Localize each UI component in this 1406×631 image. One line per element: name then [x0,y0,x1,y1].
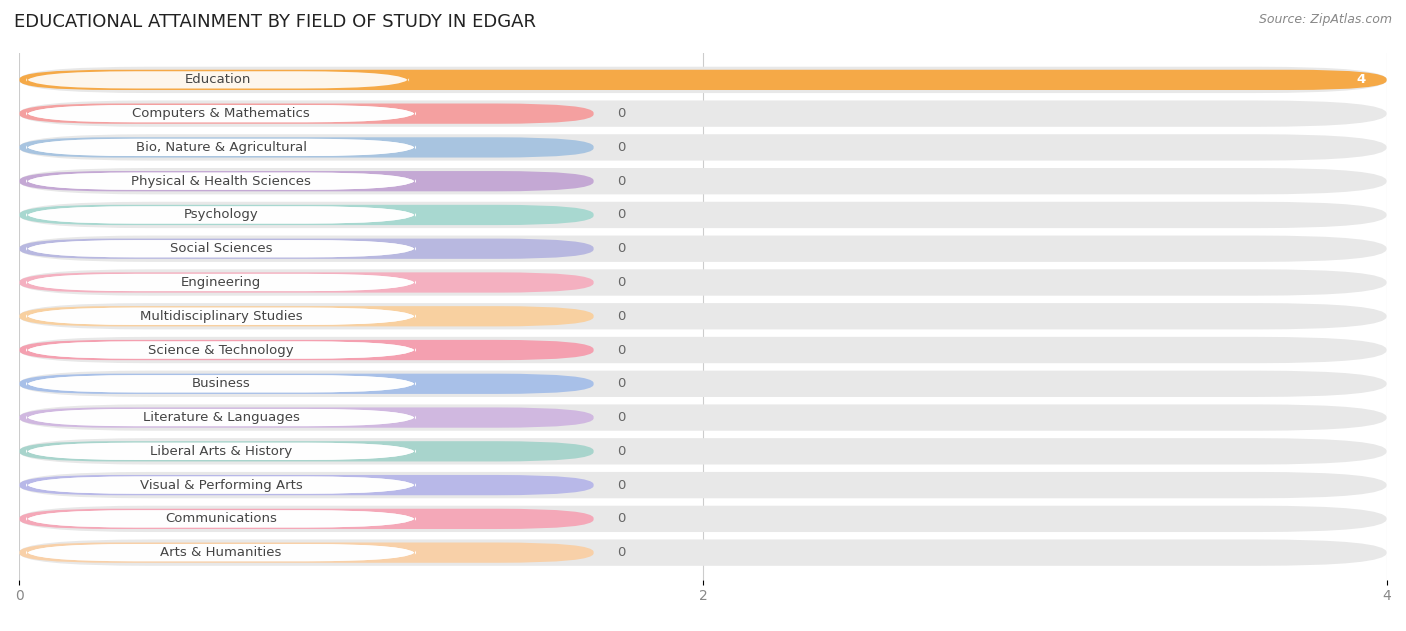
FancyBboxPatch shape [27,510,416,528]
Text: 0: 0 [617,107,626,120]
FancyBboxPatch shape [20,168,1386,194]
Text: Business: Business [191,377,250,391]
FancyBboxPatch shape [20,543,593,563]
FancyBboxPatch shape [20,205,593,225]
Text: Multidisciplinary Studies: Multidisciplinary Studies [139,310,302,323]
FancyBboxPatch shape [20,475,593,495]
FancyBboxPatch shape [27,308,416,325]
FancyBboxPatch shape [20,472,1386,498]
Text: 0: 0 [617,478,626,492]
FancyBboxPatch shape [27,139,416,156]
FancyBboxPatch shape [27,409,416,426]
FancyBboxPatch shape [27,71,409,88]
FancyBboxPatch shape [27,308,416,325]
FancyBboxPatch shape [20,138,593,158]
FancyBboxPatch shape [20,269,1386,296]
FancyBboxPatch shape [20,337,1386,363]
FancyBboxPatch shape [20,100,1386,127]
FancyBboxPatch shape [27,341,416,358]
FancyBboxPatch shape [27,476,416,493]
FancyBboxPatch shape [20,404,1386,431]
Text: Education: Education [184,73,250,86]
Text: 4: 4 [1357,73,1367,86]
FancyBboxPatch shape [27,476,416,493]
Text: Computers & Mathematics: Computers & Mathematics [132,107,309,120]
Text: 0: 0 [617,445,626,458]
FancyBboxPatch shape [20,374,593,394]
FancyBboxPatch shape [27,544,416,561]
FancyBboxPatch shape [20,303,1386,329]
FancyBboxPatch shape [27,375,416,392]
Text: Literature & Languages: Literature & Languages [142,411,299,424]
FancyBboxPatch shape [27,274,416,291]
Text: Bio, Nature & Agricultural: Bio, Nature & Agricultural [135,141,307,154]
Text: Social Sciences: Social Sciences [170,242,273,255]
FancyBboxPatch shape [27,443,416,460]
FancyBboxPatch shape [27,544,416,561]
Text: 0: 0 [617,377,626,391]
Text: EDUCATIONAL ATTAINMENT BY FIELD OF STUDY IN EDGAR: EDUCATIONAL ATTAINMENT BY FIELD OF STUDY… [14,13,536,31]
FancyBboxPatch shape [27,105,416,122]
Text: 0: 0 [617,343,626,357]
FancyBboxPatch shape [27,510,416,528]
FancyBboxPatch shape [20,103,593,124]
Text: 0: 0 [617,141,626,154]
FancyBboxPatch shape [27,443,416,460]
FancyBboxPatch shape [27,274,416,291]
FancyBboxPatch shape [20,441,593,461]
FancyBboxPatch shape [27,206,416,223]
FancyBboxPatch shape [27,139,416,156]
FancyBboxPatch shape [20,509,593,529]
FancyBboxPatch shape [20,239,593,259]
FancyBboxPatch shape [27,172,416,190]
Text: 0: 0 [617,175,626,187]
FancyBboxPatch shape [20,70,1386,90]
FancyBboxPatch shape [20,340,593,360]
Text: Arts & Humanities: Arts & Humanities [160,546,281,559]
FancyBboxPatch shape [27,409,416,426]
FancyBboxPatch shape [27,341,416,358]
FancyBboxPatch shape [20,306,593,326]
FancyBboxPatch shape [27,206,416,223]
Text: 0: 0 [617,208,626,221]
Text: Psychology: Psychology [184,208,259,221]
FancyBboxPatch shape [27,240,416,257]
Text: Science & Technology: Science & Technology [148,343,294,357]
FancyBboxPatch shape [20,438,1386,464]
FancyBboxPatch shape [27,375,416,392]
Text: Engineering: Engineering [181,276,262,289]
FancyBboxPatch shape [20,134,1386,160]
FancyBboxPatch shape [20,408,593,428]
FancyBboxPatch shape [27,105,416,122]
Text: 0: 0 [617,242,626,255]
FancyBboxPatch shape [20,505,1386,532]
FancyBboxPatch shape [20,67,1386,93]
Text: Communications: Communications [165,512,277,526]
Text: Liberal Arts & History: Liberal Arts & History [150,445,292,458]
FancyBboxPatch shape [27,172,416,190]
FancyBboxPatch shape [20,540,1386,566]
Text: 0: 0 [617,276,626,289]
FancyBboxPatch shape [20,370,1386,397]
Text: Physical & Health Sciences: Physical & Health Sciences [131,175,311,187]
Text: 0: 0 [617,411,626,424]
Text: 0: 0 [617,310,626,323]
FancyBboxPatch shape [20,202,1386,228]
FancyBboxPatch shape [27,240,416,257]
Text: Visual & Performing Arts: Visual & Performing Arts [139,478,302,492]
FancyBboxPatch shape [20,273,593,293]
FancyBboxPatch shape [20,235,1386,262]
FancyBboxPatch shape [20,171,593,191]
Text: 0: 0 [617,512,626,526]
Text: Source: ZipAtlas.com: Source: ZipAtlas.com [1258,13,1392,26]
Text: 0: 0 [617,546,626,559]
